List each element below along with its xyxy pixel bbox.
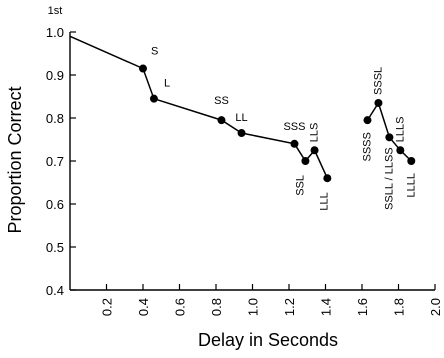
- data-point: [290, 139, 299, 148]
- x-tick-label: 0.2: [100, 298, 115, 316]
- data-label: SSS: [283, 121, 305, 133]
- series-layer: S L SS LL SSS SSL LLS LLL SSSS SSSL SSLL / LLSS LLL…: [69, 35, 417, 211]
- data-label: SSL: [294, 175, 306, 196]
- y-axis-title: Proportion Correct: [5, 86, 25, 233]
- data-label: SS: [214, 95, 229, 107]
- data-point: [301, 157, 310, 165]
- data-label: LL: [235, 112, 247, 124]
- axes: 0.4 0.5 0.6 0.7 0.8 0.9 1.0 0.2 0.4 0.6 0.8 1.0 1.2 1…: [46, 25, 443, 316]
- y-tick-label: 0.6: [46, 197, 64, 212]
- series-0-line: [69, 35, 328, 179]
- y-tick-label: 0.9: [46, 68, 64, 83]
- data-point: [149, 94, 158, 103]
- data-point: [139, 64, 147, 73]
- data-label: L: [164, 78, 170, 90]
- data-point: [374, 98, 383, 107]
- y-tick-label: 0.5: [46, 240, 64, 255]
- x-tick-label: 1.2: [282, 298, 297, 316]
- y-tick-label: 0.7: [46, 154, 64, 169]
- data-point: [310, 146, 319, 155]
- x-tick-label: 0.4: [136, 298, 151, 316]
- x-tick-label: 2.0: [428, 298, 443, 316]
- data-label: SSLL / LLSS: [383, 147, 395, 210]
- data-point: [385, 133, 394, 142]
- data-label: LLS: [309, 123, 321, 143]
- data-label: SSSL: [372, 67, 384, 95]
- data-point: [363, 116, 372, 125]
- x-tick-label: 1.6: [355, 298, 370, 316]
- y-tick-label: 0.4: [46, 283, 64, 298]
- data-label: LLL: [318, 192, 330, 210]
- y-tick-label: 0.8: [46, 111, 64, 126]
- data-point: [217, 116, 226, 125]
- y-tick-label: 1.0: [46, 25, 64, 40]
- x-tick-label: 1.4: [319, 298, 334, 316]
- data-point: [237, 129, 246, 138]
- data-label: SSSS: [361, 132, 373, 161]
- x-tick-label: 0.6: [173, 298, 188, 316]
- data-point: [323, 174, 332, 183]
- x-tick-label: 1.8: [392, 298, 407, 316]
- x-tick-label: 1.0: [246, 298, 261, 316]
- data-label: S: [151, 46, 158, 58]
- x-tick-label: 0.8: [209, 298, 224, 316]
- corner-label: 1st: [48, 5, 63, 17]
- data-point: [407, 157, 416, 165]
- x-axis-title: Delay in Seconds: [198, 330, 338, 350]
- data-label: LLLS: [394, 117, 406, 143]
- data-label: LLLL: [405, 173, 417, 197]
- data-point: [396, 146, 405, 155]
